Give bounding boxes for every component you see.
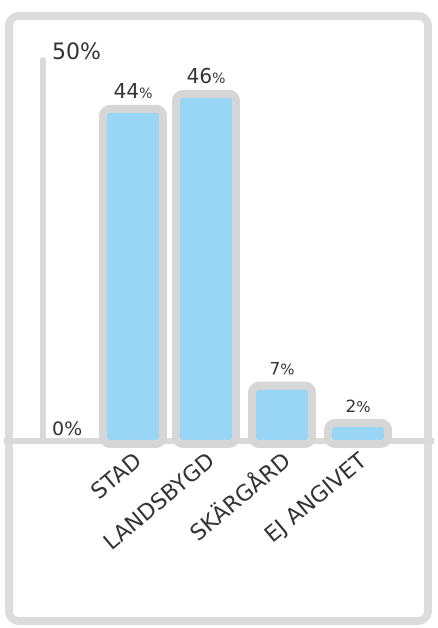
bars xyxy=(99,89,392,449)
value-label-stad: 44% xyxy=(114,79,153,103)
value-label-landsbygd: 46% xyxy=(187,64,226,88)
y-tick-label-max: 50% xyxy=(52,40,101,65)
bar-stad xyxy=(99,104,167,448)
bar-skargard xyxy=(248,381,316,449)
category-label-stad: STAD xyxy=(87,448,147,504)
y-tick-label-min: 0% xyxy=(52,418,82,440)
value-label-ej-angivet: 2% xyxy=(345,397,370,417)
value-labels: 44% 46% 7% 2% xyxy=(114,64,371,417)
bar-landsbygd xyxy=(172,89,240,448)
bar-ej-angivet xyxy=(324,419,392,449)
value-label-skargard: 7% xyxy=(269,360,294,380)
